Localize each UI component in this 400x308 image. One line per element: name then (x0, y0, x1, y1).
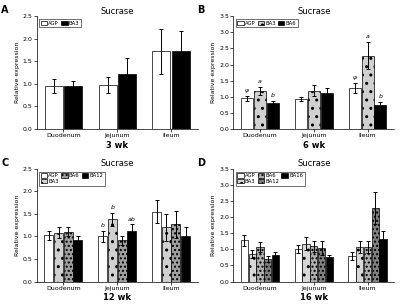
Bar (241, 98, 253, 129)
Bar (348, 256, 356, 282)
Text: A: A (1, 5, 8, 15)
Text: C: C (1, 158, 8, 168)
Text: ψ: ψ (352, 75, 357, 80)
Bar (380, 239, 387, 282)
Bar (302, 244, 310, 282)
X-axis label: 16 wk: 16 wk (300, 294, 328, 302)
Bar (118, 74, 136, 129)
Y-axis label: Relative expression: Relative expression (15, 42, 20, 103)
Y-axis label: Relative expression: Relative expression (15, 195, 20, 256)
Bar (171, 224, 180, 282)
Bar (118, 240, 126, 282)
Bar (98, 85, 116, 129)
Bar (267, 103, 279, 129)
Bar (362, 55, 374, 129)
Bar (162, 228, 171, 282)
Bar (256, 247, 264, 282)
Text: ψ: ψ (245, 88, 249, 93)
Text: a: a (366, 34, 370, 39)
Bar (54, 233, 63, 282)
Bar (172, 51, 190, 129)
Bar (349, 88, 361, 129)
Legend: AGP, BA3, BA6, BA12: AGP, BA3, BA6, BA12 (39, 172, 105, 185)
Bar (272, 255, 279, 282)
X-axis label: 12 wk: 12 wk (103, 294, 131, 302)
Bar (264, 259, 271, 282)
Bar (45, 86, 63, 129)
Bar (74, 240, 82, 282)
Title: Sucrase: Sucrase (297, 6, 330, 16)
Bar (108, 219, 117, 282)
Title: Sucrase: Sucrase (297, 159, 330, 168)
Y-axis label: Relative expression: Relative expression (211, 42, 216, 103)
Bar (254, 91, 266, 129)
Bar (295, 99, 307, 129)
Text: b: b (271, 93, 275, 98)
Bar (321, 92, 333, 129)
Bar (152, 51, 170, 129)
Bar (356, 247, 364, 282)
Text: ab: ab (128, 217, 136, 221)
X-axis label: 3 wk: 3 wk (106, 141, 128, 150)
Text: b: b (110, 205, 114, 210)
Text: B: B (198, 5, 205, 15)
Text: D: D (198, 158, 206, 168)
Title: Sucrase: Sucrase (100, 159, 134, 168)
Bar (64, 232, 73, 282)
Bar (241, 240, 248, 282)
Bar (98, 237, 107, 282)
Bar (310, 246, 317, 282)
Bar (318, 248, 325, 282)
Bar (64, 86, 82, 129)
Bar (295, 249, 302, 282)
Bar (127, 231, 136, 282)
Y-axis label: Relative expression: Relative expression (211, 195, 216, 256)
Bar (152, 212, 161, 282)
Bar (308, 91, 320, 129)
Text: b: b (378, 94, 382, 99)
Text: b: b (101, 223, 105, 228)
Bar (181, 237, 190, 282)
Bar (44, 235, 54, 282)
Legend: AGP, BA3, BA6: AGP, BA3, BA6 (236, 19, 298, 27)
Bar (326, 257, 333, 282)
Legend: AGP, BA3: AGP, BA3 (39, 19, 81, 27)
X-axis label: 6 wk: 6 wk (303, 141, 325, 150)
Legend: AGP, BA3, BA6, BA12, BA16: AGP, BA3, BA6, BA12, BA16 (236, 172, 305, 185)
Bar (364, 247, 371, 282)
Bar (372, 208, 379, 282)
Text: a: a (258, 79, 262, 84)
Title: Sucrase: Sucrase (100, 6, 134, 16)
Bar (249, 254, 256, 282)
Bar (374, 105, 386, 129)
